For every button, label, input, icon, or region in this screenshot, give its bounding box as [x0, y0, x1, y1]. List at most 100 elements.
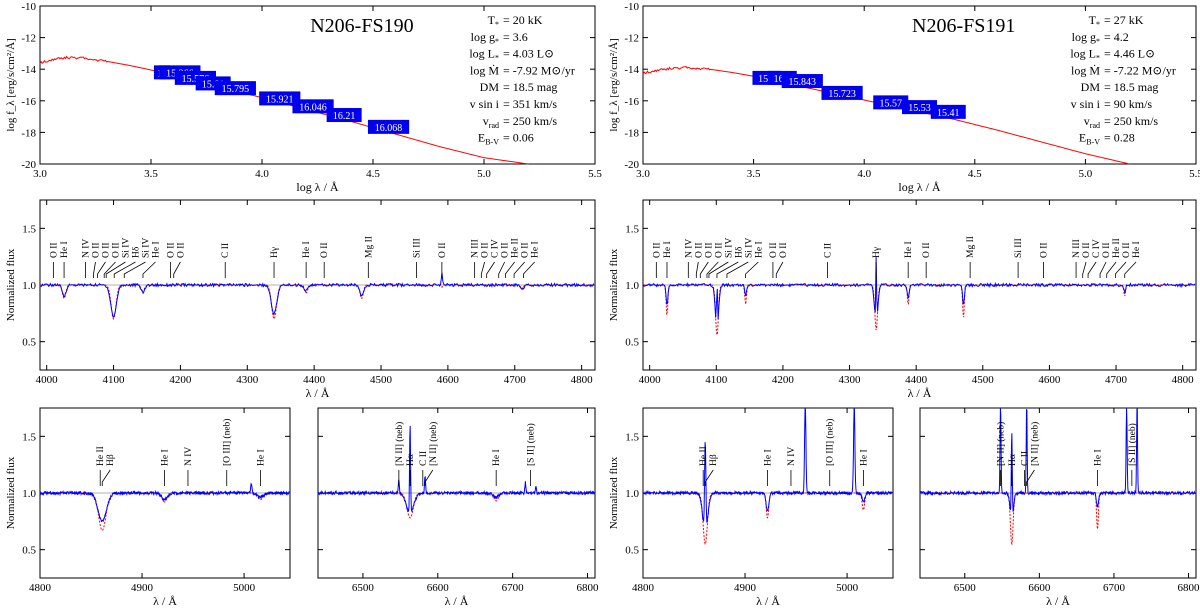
line-id-label: He I	[60, 241, 70, 258]
x-tick-label: 6500	[352, 582, 375, 594]
line-id-tick	[97, 261, 106, 278]
line-id-tick	[113, 261, 136, 278]
model-spectrum-line	[318, 492, 595, 519]
x-tick-label: 4400	[905, 374, 928, 386]
spec-ha-fs190-content: [N II] (neb) Hα C II [N II] (neb) He I [S II]…	[317, 422, 596, 519]
parameter-name: vrad	[1084, 114, 1100, 130]
line-id-label: C II	[1020, 451, 1030, 466]
photometry-box	[930, 104, 966, 119]
line-id-label: He II	[511, 238, 521, 258]
parameter-symbol: log g	[471, 30, 495, 44]
parameter-symbol: DM	[480, 80, 500, 94]
photometry-label: 15.795	[222, 84, 250, 95]
parameter-subscript: rad	[489, 121, 499, 130]
sed-fs190-content: 1415.26615.57615.8115.79515.92116.04616.…	[39, 13, 575, 165]
line-id-label: He I	[492, 449, 502, 466]
parameter-name: T*	[488, 13, 499, 29]
x-axis-label: log λ / Å	[296, 180, 338, 194]
line-id-tick	[708, 261, 729, 278]
x-tick-label: 6600	[427, 582, 450, 594]
line-id-label: O II	[1082, 242, 1092, 258]
parameter-value: = 27 kK	[1104, 13, 1144, 27]
photometry-label: 15.53	[908, 103, 931, 114]
x-tick-label: 4.5	[366, 168, 380, 180]
parameter-symbol: v	[1084, 114, 1090, 128]
line-id-label: N III	[471, 239, 481, 258]
line-id-tick	[523, 261, 535, 278]
x-axis-label: λ / Å	[908, 386, 932, 400]
line-id-label: Si IV	[141, 238, 151, 258]
line-id-label: He I	[754, 241, 764, 258]
line-id-tick	[1114, 261, 1127, 278]
x-tick-label: 6800	[1178, 582, 1200, 594]
x-tick-label: 3.5	[747, 168, 761, 180]
x-tick-label: 4800	[1172, 374, 1195, 386]
line-id-label: N IV	[787, 447, 797, 466]
parameter-name: log L*	[469, 47, 499, 63]
x-tick-label: 4.0	[255, 168, 269, 180]
line-id-label: O II	[111, 242, 121, 258]
x-tick-label: 4900	[131, 582, 154, 594]
line-id-label: He I	[663, 241, 673, 258]
line-id-tick	[513, 261, 525, 278]
x-tick-label: 4200	[169, 374, 192, 386]
y-tick-label: 1.5	[22, 431, 36, 443]
line-id-label: N IV	[184, 447, 194, 466]
x-tick-label: 3.5	[144, 168, 158, 180]
x-tick-label: 4100	[103, 374, 126, 386]
parameter-value: = 250 km/s	[1104, 114, 1158, 128]
x-tick-label: 4600	[1038, 374, 1061, 386]
line-id-label: N IV	[81, 239, 91, 258]
x-tick-label: 4500	[370, 374, 393, 386]
line-id-tick	[1087, 261, 1097, 278]
parameter-name: v sin i	[1071, 97, 1101, 111]
y-tick-label: -20	[21, 159, 36, 171]
line-id-label: He I	[256, 449, 266, 466]
line-id-label: Hβ	[106, 454, 116, 466]
line-id-label: C II	[824, 243, 834, 258]
photometry-label: 15.81	[202, 79, 225, 90]
parameter-name: EB-V	[1079, 131, 1100, 147]
x-tick-label: 4100	[705, 374, 728, 386]
line-id-label: He I	[859, 449, 869, 466]
photometry-label: 16.068	[375, 123, 403, 134]
line-id-label: [N II] (neb)	[428, 422, 439, 466]
x-tick-label: 4700	[1105, 374, 1128, 386]
line-id-label: C II	[419, 451, 429, 466]
x-tick-label: 4500	[972, 374, 995, 386]
line-id-tick	[498, 261, 505, 278]
y-axis-label: log f_λ [erg/s/cm²/Å]	[608, 38, 620, 131]
parameter-value: = 20 kK	[503, 13, 543, 27]
line-id-tick	[695, 261, 699, 278]
y-tick-label: -18	[624, 127, 639, 139]
x-tick-label: 6600	[1028, 582, 1051, 594]
photometry-label: 15.41	[937, 108, 960, 119]
x-axis-label: λ / Å	[445, 594, 469, 608]
y-tick-label: 1.5	[22, 223, 36, 235]
line-id-tick	[1106, 261, 1117, 278]
line-id-tick	[775, 261, 784, 278]
y-axis-label: Normalized flux	[5, 248, 17, 321]
x-tick-label: 5.5	[588, 168, 602, 180]
line-id-label: O II	[438, 242, 448, 258]
sed-fs191-frame	[642, 5, 1197, 165]
line-id-label: N IV	[684, 239, 694, 258]
line-id-label: Si III	[412, 238, 422, 258]
line-id-label: O II	[1122, 242, 1132, 258]
line-id-label: [O III] (neb)	[222, 419, 233, 466]
y-tick-label: -10	[21, 1, 36, 13]
parameter-subscript: *	[1096, 37, 1100, 46]
line-id-tick	[480, 261, 486, 278]
line-id-label: He I	[763, 449, 773, 466]
y-tick-label: 1.5	[625, 431, 639, 443]
parameter-value: = 4.46 L⊙	[1104, 47, 1155, 61]
x-tick-label: 4.0	[857, 168, 871, 180]
star-title: N206-FS190	[310, 15, 413, 37]
line-id-tick	[486, 261, 495, 278]
parameter-name: DM	[480, 80, 500, 94]
x-tick-label: 4800	[632, 582, 655, 594]
